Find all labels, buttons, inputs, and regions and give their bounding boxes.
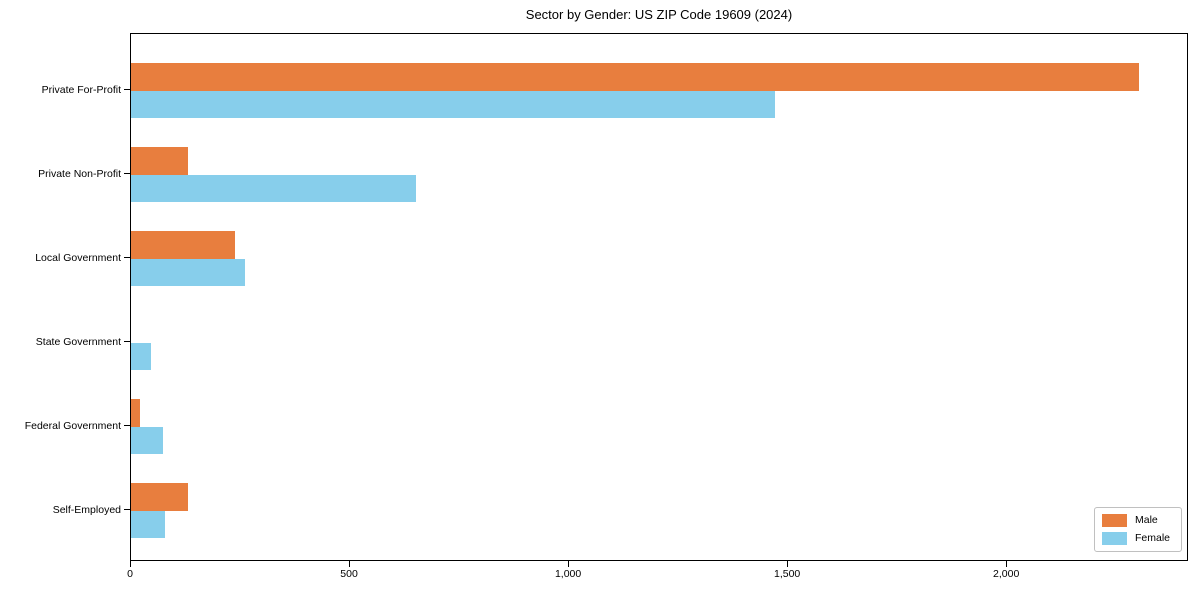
bar-female-private-non-profit <box>131 174 416 202</box>
bar-male-local-government <box>131 231 235 259</box>
chart-title: Sector by Gender: US ZIP Code 19609 (202… <box>525 7 793 22</box>
x-axis-tick-label: 1,500 <box>774 568 801 580</box>
legend-item-female: Female <box>1102 532 1174 545</box>
x-axis-tick <box>567 561 569 567</box>
y-axis-category-label: Private For-Profit <box>41 83 121 96</box>
bar-male-private-for-profit <box>131 63 1139 91</box>
bar-male-self-employed <box>131 483 188 511</box>
bar-female-private-for-profit <box>131 90 775 118</box>
legend-label-female: Female <box>1135 532 1171 544</box>
y-axis-category-label: Local Government <box>35 251 121 264</box>
bar-male-private-non-profit <box>131 147 188 175</box>
y-axis-category-label: Self-Employed <box>52 503 121 516</box>
x-axis-tick-label: 0 <box>127 568 133 580</box>
plot-area <box>130 33 1188 561</box>
x-axis-tick <box>129 561 131 567</box>
male-series-swatch <box>1102 514 1127 527</box>
x-axis-tick <box>348 561 350 567</box>
bar-female-state-government <box>131 342 152 370</box>
y-axis-tick <box>124 257 130 259</box>
bar-female-federal-government <box>131 426 163 454</box>
bar-female-local-government <box>131 258 245 286</box>
legend: Male Female <box>1094 507 1182 552</box>
x-axis-tick <box>786 561 788 567</box>
y-axis-tick <box>124 509 130 511</box>
y-axis-category-label: Federal Government <box>24 419 121 432</box>
x-axis-tick-label: 2,000 <box>993 568 1020 580</box>
y-axis-tick <box>124 173 130 175</box>
x-axis-tick <box>1005 561 1007 567</box>
legend-label-male: Male <box>1135 514 1158 526</box>
y-axis-tick <box>124 341 130 343</box>
y-axis-category-label: Private Non-Profit <box>38 167 121 180</box>
legend-item-male: Male <box>1102 514 1174 527</box>
female-series-swatch <box>1102 532 1127 545</box>
x-axis-tick-label: 1,000 <box>554 568 582 580</box>
y-axis-category-label: State Government <box>35 335 121 348</box>
bar-male-federal-government <box>131 399 140 427</box>
x-axis-tick-label: 500 <box>340 568 358 580</box>
y-axis-tick <box>124 89 130 91</box>
y-axis-tick <box>124 425 130 427</box>
bar-female-self-employed <box>131 510 165 538</box>
